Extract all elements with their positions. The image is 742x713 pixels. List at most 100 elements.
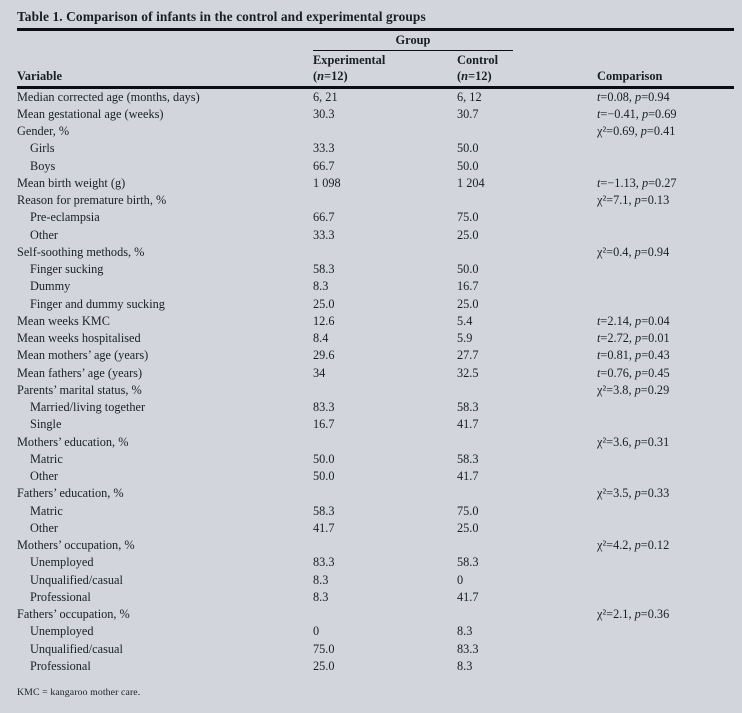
experimental-cell: 66.7 xyxy=(313,210,335,225)
variable-cell: Other xyxy=(30,469,58,484)
control-cell: 58.3 xyxy=(457,555,479,570)
comparison-cell: t=0.76, p=0.45 xyxy=(597,365,670,380)
comparison-cell: t=0.81, p=0.43 xyxy=(597,348,670,363)
table-row: Single 16.7 41.7 xyxy=(17,416,734,433)
variable-cell: Married/living together xyxy=(30,400,146,415)
variable-cell: Mean mothers’ age (years) xyxy=(17,348,149,363)
table-row: Boys 66.7 50.0 xyxy=(17,158,734,175)
title-rule xyxy=(17,28,734,31)
experimental-cell: 8.3 xyxy=(313,279,329,294)
variable-cell: Mean gestational age (weeks) xyxy=(17,106,164,121)
table-row: Mean birth weight (g) 1 098 1 204 t=−1.13, … xyxy=(17,175,734,192)
variable-cell: Gender, % xyxy=(17,124,70,139)
table-row: Mean mothers’ age (years) 29.6 27.7 t=0.81,… xyxy=(17,347,734,364)
control-cell: 25.0 xyxy=(457,520,479,535)
comparison-cell: t=2.14, p=0.04 xyxy=(597,313,670,328)
column-header-row: Variable Experimental (n=12) Control (n=… xyxy=(17,51,734,84)
variable-cell: Mean weeks hospitalised xyxy=(17,331,141,346)
table-row: Finger and dummy sucking 25.0 25.0 xyxy=(17,296,734,313)
comparison-cell: χ²=4.2, p=0.12 xyxy=(597,538,670,553)
experimental-cell: 33.3 xyxy=(313,141,335,156)
table-row: Mean weeks KMC 12.6 5.4 t=2.14, p=0.04 xyxy=(17,313,734,330)
table-row: Gender, % χ²=0.69, p=0.41 xyxy=(17,123,734,140)
control-cell: 41.7 xyxy=(457,589,479,604)
variable-cell: Other xyxy=(30,227,58,242)
control-cell: 58.3 xyxy=(457,400,479,415)
variable-cell: Professional xyxy=(30,658,91,673)
comparison-cell: t=−1.13, p=0.27 xyxy=(597,175,677,190)
variable-cell: Unemployed xyxy=(30,624,94,639)
comparison-cell: t=−0.41, p=0.69 xyxy=(597,106,677,121)
experimental-cell: 6, 21 xyxy=(313,89,338,104)
table-row: Mothers’ occupation, % χ²=4.2, p=0.12 xyxy=(17,537,734,554)
control-cell: 27.7 xyxy=(457,348,479,363)
table-row: Professional 25.0 8.3 xyxy=(17,658,734,675)
table-row: Unemployed 0 8.3 xyxy=(17,623,734,640)
group-header: Group xyxy=(313,32,513,51)
column-header-comparison: Comparison xyxy=(597,68,663,83)
experimental-cell: 50.0 xyxy=(313,469,335,484)
experimental-cell: 8.3 xyxy=(313,589,329,604)
control-cell: 41.7 xyxy=(457,469,479,484)
variable-cell: Dummy xyxy=(30,279,71,294)
experimental-cell: 83.3 xyxy=(313,400,335,415)
column-header-control: Control (n=12) xyxy=(457,53,597,84)
table-row: Mean fathers’ age (years) 34 32.5 t=0.76, p… xyxy=(17,365,734,382)
experimental-cell: 8.4 xyxy=(313,331,329,346)
table-row: Matric 50.0 58.3 xyxy=(17,451,734,468)
control-cell: 1 204 xyxy=(457,175,485,190)
control-cell: 75.0 xyxy=(457,503,479,518)
control-cell: 30.7 xyxy=(457,106,479,121)
experimental-cell: 58.3 xyxy=(313,262,335,277)
column-header-experimental: Experimental (n=12) xyxy=(313,53,457,84)
table-row: Mean gestational age (weeks) 30.3 30.7 t=−0… xyxy=(17,106,734,123)
variable-cell: Mean weeks KMC xyxy=(17,313,110,328)
table-row: Other 41.7 25.0 xyxy=(17,520,734,537)
table-row: Other 33.3 25.0 xyxy=(17,227,734,244)
table-row: Pre-eclampsia 66.7 75.0 xyxy=(17,209,734,226)
experimental-cell: 34 xyxy=(313,365,326,380)
table-row: Other 50.0 41.7 xyxy=(17,468,734,485)
comparison-cell: χ²=0.69, p=0.41 xyxy=(597,124,676,139)
comparison-cell: χ²=3.5, p=0.33 xyxy=(597,486,670,501)
table-row: Mothers’ education, % χ²=3.6, p=0.31 xyxy=(17,434,734,451)
variable-cell: Mean birth weight (g) xyxy=(17,175,126,190)
table-row: Self-soothing methods, % χ²=0.4, p=0.94 xyxy=(17,244,734,261)
comparison-cell: χ²=2.1, p=0.36 xyxy=(597,607,670,622)
control-cell: 83.3 xyxy=(457,641,479,656)
control-cell: 8.3 xyxy=(457,624,473,639)
table-row: Reason for premature birth, % χ²=7.1, p=0… xyxy=(17,192,734,209)
control-cell: 32.5 xyxy=(457,365,479,380)
table-title: Table 1. Comparison of infants in the co… xyxy=(17,9,426,24)
variable-cell: Fathers’ occupation, % xyxy=(17,607,130,622)
column-header-variable: Variable xyxy=(17,68,62,83)
experimental-cell: 29.6 xyxy=(313,348,335,363)
control-cell: 25.0 xyxy=(457,296,479,311)
table-row: Matric 58.3 75.0 xyxy=(17,503,734,520)
group-header-row: Group xyxy=(17,32,734,51)
variable-cell: Professional xyxy=(30,589,91,604)
experimental-cell: 30.3 xyxy=(313,106,335,121)
comparison-cell: t=2.72, p=0.01 xyxy=(597,331,670,346)
experimental-cell: 25.0 xyxy=(313,658,335,673)
table-row: Parents’ marital status, % χ²=3.8, p=0.29 xyxy=(17,382,734,399)
variable-cell: Reason for premature birth, % xyxy=(17,193,167,208)
variable-cell: Finger and dummy sucking xyxy=(30,296,165,311)
table-row: Fathers’ education, % χ²=3.5, p=0.33 xyxy=(17,485,734,502)
variable-cell: Mean fathers’ age (years) xyxy=(17,365,143,380)
table-row: Median corrected age (months, days) 6, 21… xyxy=(17,89,734,106)
control-cell: 16.7 xyxy=(457,279,479,294)
table-row: Dummy 8.3 16.7 xyxy=(17,278,734,295)
comparison-cell: t=0.08, p=0.94 xyxy=(597,89,670,104)
variable-cell: Boys xyxy=(30,158,56,173)
control-cell: 6, 12 xyxy=(457,89,482,104)
variable-cell: Unqualified/casual xyxy=(30,641,123,656)
table-body: Median corrected age (months, days) 6, 21… xyxy=(17,89,734,676)
variable-cell: Median corrected age (months, days) xyxy=(17,89,200,104)
experimental-cell: 16.7 xyxy=(313,417,335,432)
control-cell: 25.0 xyxy=(457,227,479,242)
comparison-cell: χ²=0.4, p=0.94 xyxy=(597,244,670,259)
control-cell: 8.3 xyxy=(457,658,473,673)
variable-cell: Single xyxy=(30,417,62,432)
